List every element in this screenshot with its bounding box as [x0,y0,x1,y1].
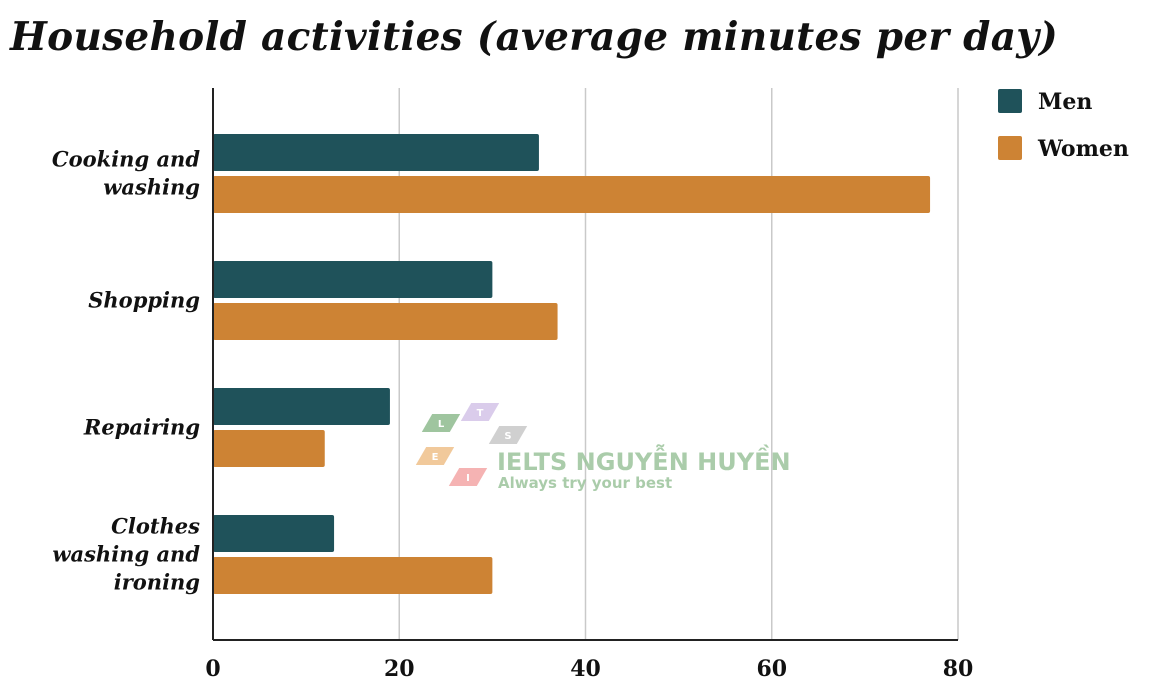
bar-men-4 [213,515,335,552]
logo-tile-5: I [448,468,488,486]
logo-tile-letter: E [432,452,439,463]
logo-tile-letter: S [504,431,511,442]
bar-men-1 [213,134,539,171]
logo-tile-letter: I [466,473,470,484]
x-tick-label-40: 40 [570,656,601,682]
logo-tile-3: S [488,426,528,444]
watermark-title: IELTS NGUYỄN HUYỀN [497,443,791,476]
logo-tile-4: E [415,447,455,465]
logo-tile-shape [460,403,500,421]
category-label-1: Cooking and washing [52,147,200,200]
logo-tile-shape [415,447,455,465]
category-label-line: ironing [114,570,200,595]
legend-label-men: Men [1038,89,1092,115]
category-label-line: Repairing [83,415,200,440]
category-labels: Cooking and washing Shopping Repairing Cloth… [52,147,200,595]
x-tick-label-0: 0 [205,656,220,682]
bar-women-3 [213,430,325,467]
bar-women-4 [213,557,493,594]
logo-tile-2: T [460,403,500,421]
category-label-line: washing and [52,542,200,567]
logo-tile-letter: L [438,419,445,430]
axes [212,88,958,641]
bar-women-2 [213,303,558,340]
category-label-line: Cooking and [52,147,200,172]
watermark-subtitle: Always try your best [498,474,672,492]
x-tick-label-80: 80 [943,656,974,682]
bar-men-2 [213,261,493,298]
category-label-3: Repairing [83,415,200,440]
category-label-line: Clothes [111,514,200,539]
logo-tile-1: L [421,414,461,432]
category-label-line: washing [103,175,200,200]
bar-men-3 [213,388,390,425]
legend-swatch-women [998,136,1022,160]
category-label-2: Shopping [88,288,200,313]
bar-women-1 [213,176,931,213]
legend-label-women: Women [1037,136,1129,162]
category-label-4: Clothes washing and ironing [52,514,200,595]
legend: Men Women [998,89,1129,162]
bars [213,134,931,594]
category-label-line: Shopping [88,288,200,313]
x-tick-label-20: 20 [384,656,415,682]
x-tick-label-60: 60 [756,656,787,682]
x-tick-labels: 0 20 40 60 80 [205,656,973,682]
legend-swatch-men [998,89,1022,113]
logo-tile-shape [488,426,528,444]
chart-title: Household activities (average minutes pe… [10,14,1059,60]
logo-tile-letter: T [477,408,484,419]
logo-tile-shape [421,414,461,432]
logo-tile-shape [448,468,488,486]
